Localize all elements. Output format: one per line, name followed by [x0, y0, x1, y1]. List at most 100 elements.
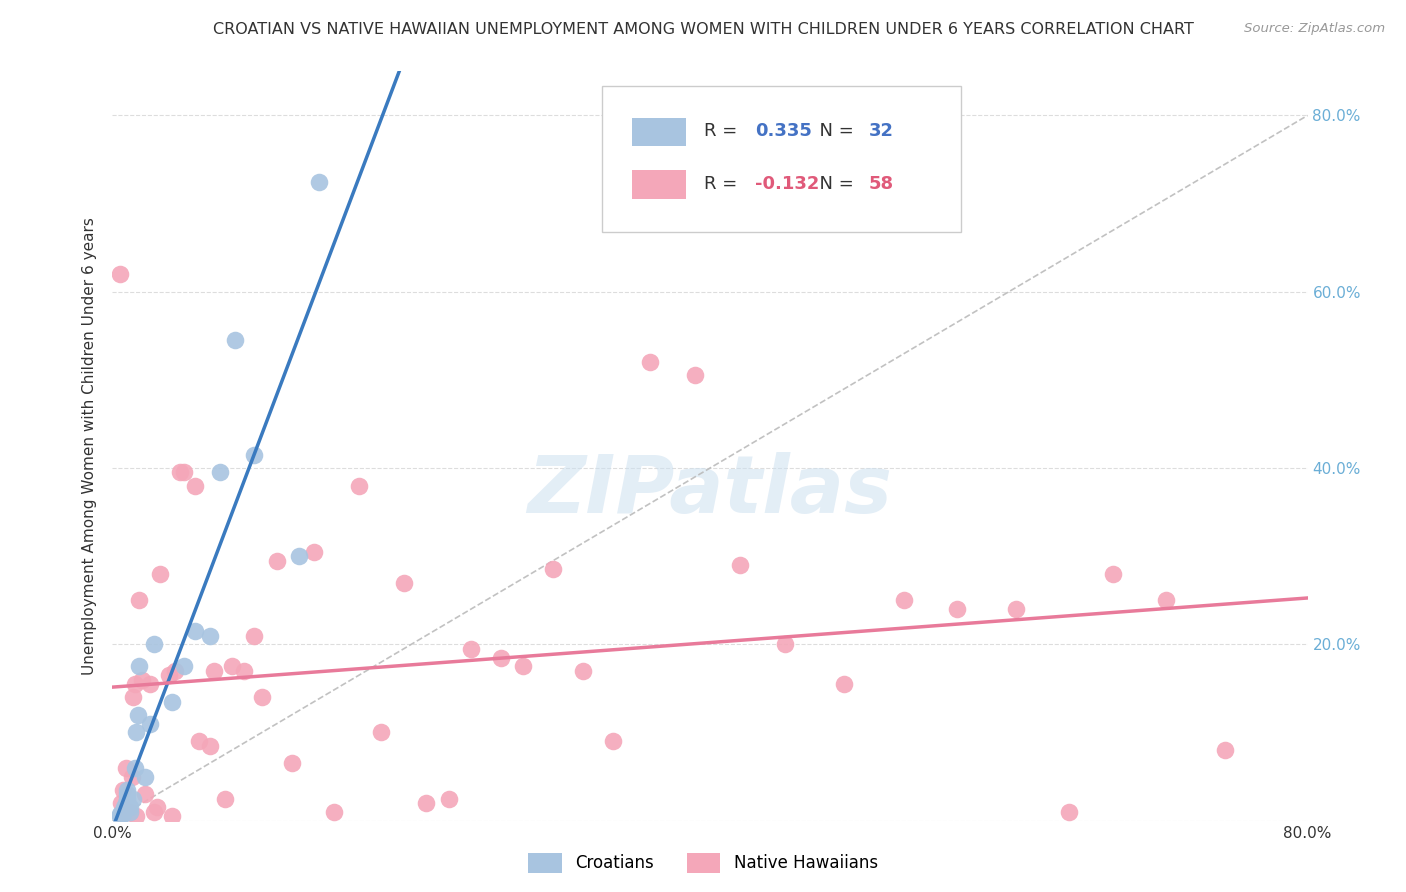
Point [224, 333, 246, 347]
Point [122, 791, 145, 805]
Point [1102, 566, 1125, 581]
Point [134, 787, 156, 801]
Point [1057, 805, 1080, 819]
Point [120, 800, 142, 814]
Point [117, 794, 139, 808]
Point [392, 575, 415, 590]
Point [146, 800, 169, 814]
Point [640, 355, 662, 369]
Point [157, 668, 180, 682]
Point [111, 806, 134, 821]
Point [173, 659, 195, 673]
Point [122, 690, 145, 705]
Point [233, 664, 256, 678]
Legend: Croatians, Native Hawaiians: Croatians, Native Hawaiians [522, 847, 884, 880]
Point [572, 664, 595, 678]
Point [512, 659, 534, 673]
Point [165, 664, 187, 678]
Point [124, 677, 146, 691]
Point [117, 791, 139, 805]
Point [114, 805, 135, 819]
Point [209, 466, 232, 480]
Point [945, 602, 967, 616]
Point [322, 805, 344, 819]
Point [128, 659, 150, 673]
Point [110, 796, 132, 810]
Point [120, 805, 142, 819]
Point [243, 628, 266, 642]
Point [773, 637, 796, 651]
Text: 58: 58 [869, 175, 894, 193]
Text: R =: R = [704, 175, 742, 193]
Point [139, 716, 162, 731]
Point [114, 800, 135, 814]
Point [728, 558, 751, 572]
Point [143, 637, 166, 651]
Point [108, 267, 131, 281]
Point [183, 478, 205, 492]
FancyBboxPatch shape [633, 170, 686, 199]
Point [347, 478, 370, 492]
Point [198, 628, 221, 642]
Point [115, 796, 138, 810]
Text: R =: R = [704, 122, 742, 140]
Text: ZIPatlas: ZIPatlas [527, 452, 893, 530]
Text: CROATIAN VS NATIVE HAWAIIAN UNEMPLOYMENT AMONG WOMEN WITH CHILDREN UNDER 6 YEARS: CROATIAN VS NATIVE HAWAIIAN UNEMPLOYMENT… [212, 22, 1194, 37]
Point [117, 787, 139, 801]
Point [281, 756, 304, 771]
Point [125, 809, 148, 823]
Point [221, 659, 243, 673]
Point [124, 761, 146, 775]
Point [139, 677, 162, 691]
Text: N =: N = [808, 175, 859, 193]
Point [162, 695, 183, 709]
Point [893, 593, 915, 607]
Point [125, 725, 148, 739]
Point [111, 805, 134, 819]
Point [169, 466, 191, 480]
Point [460, 641, 482, 656]
Point [134, 770, 156, 784]
Point [602, 734, 624, 748]
Point [266, 553, 288, 567]
Point [108, 809, 131, 823]
Point [437, 791, 460, 805]
Point [115, 797, 138, 812]
Y-axis label: Unemployment Among Women with Children Under 6 years: Unemployment Among Women with Children U… [82, 217, 97, 675]
Text: -0.132: -0.132 [755, 175, 820, 193]
Text: 32: 32 [869, 122, 894, 140]
Point [121, 770, 143, 784]
Point [127, 707, 149, 722]
Point [198, 739, 221, 753]
Point [370, 725, 392, 739]
Point [415, 796, 437, 810]
Point [1154, 593, 1177, 607]
Text: N =: N = [808, 122, 859, 140]
Point [108, 808, 131, 822]
Point [183, 624, 205, 639]
Point [143, 805, 166, 819]
Point [243, 448, 266, 462]
Point [114, 803, 135, 817]
Point [115, 761, 138, 775]
Point [149, 566, 172, 581]
Point [120, 805, 142, 819]
Point [108, 807, 131, 822]
Point [250, 690, 273, 705]
Point [117, 782, 139, 797]
Point [834, 677, 856, 691]
FancyBboxPatch shape [603, 87, 962, 233]
Point [173, 466, 195, 480]
Point [202, 664, 225, 678]
Point [288, 549, 311, 564]
Point [128, 593, 150, 607]
Point [214, 791, 236, 805]
Point [188, 734, 211, 748]
Point [111, 782, 134, 797]
Point [1215, 743, 1237, 757]
Point [541, 562, 564, 576]
FancyBboxPatch shape [633, 118, 686, 146]
Point [131, 673, 153, 687]
Point [302, 545, 325, 559]
Text: 0.335: 0.335 [755, 122, 813, 140]
